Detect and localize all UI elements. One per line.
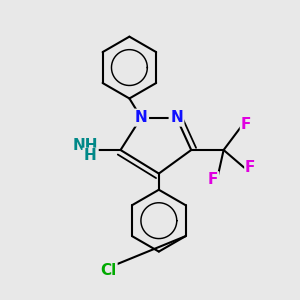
Text: F: F — [241, 118, 251, 133]
Text: F: F — [245, 160, 255, 175]
Text: F: F — [208, 172, 218, 187]
Text: NH: NH — [73, 138, 98, 153]
Text: N: N — [135, 110, 148, 125]
Text: N: N — [170, 110, 183, 125]
Text: Cl: Cl — [101, 263, 117, 278]
Text: H: H — [83, 148, 96, 164]
